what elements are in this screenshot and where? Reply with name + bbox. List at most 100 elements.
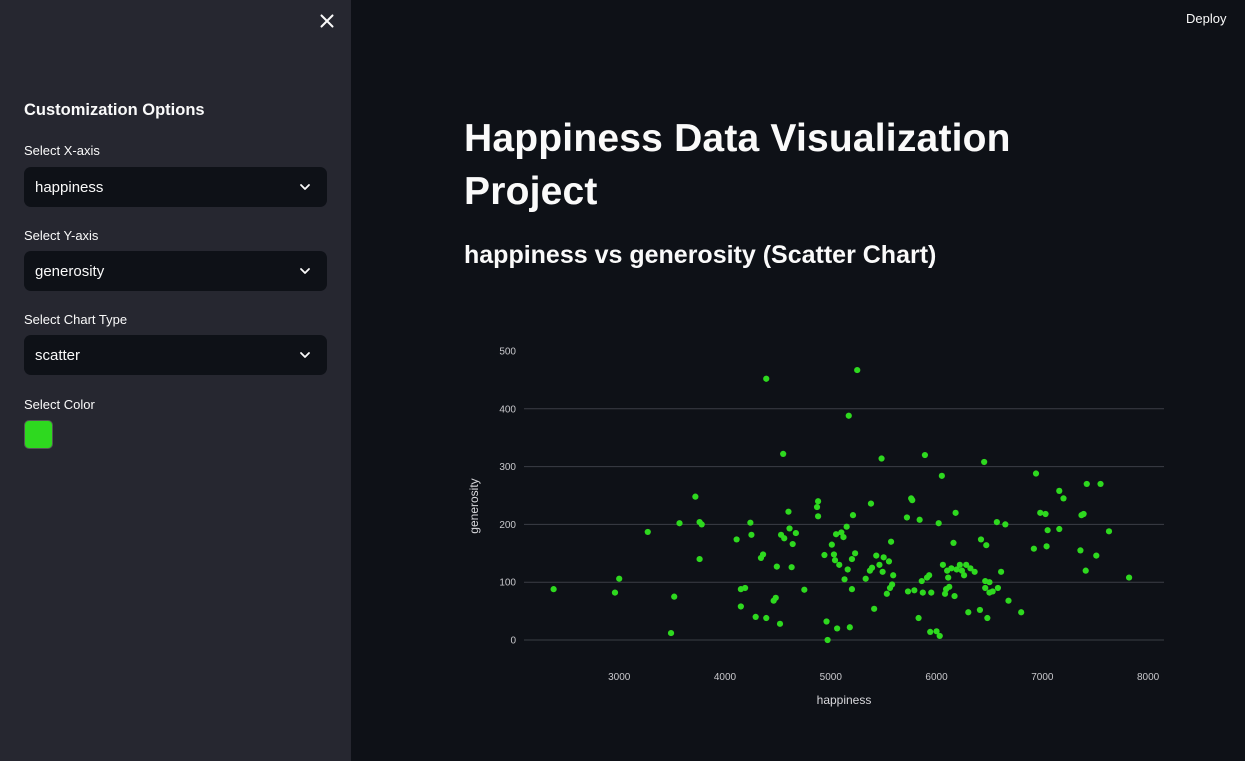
scatter-point[interactable] [789, 540, 796, 548]
scatter-point[interactable] [846, 624, 853, 631]
scatter-point[interactable] [763, 375, 770, 382]
scatter-point[interactable] [873, 552, 880, 559]
scatter-point[interactable] [1097, 480, 1104, 488]
scatter-point[interactable] [958, 567, 966, 574]
scatter-point[interactable] [904, 588, 912, 595]
scatter-point[interactable] [801, 586, 808, 593]
scatter-point[interactable] [878, 455, 885, 462]
scatter-point[interactable] [644, 528, 651, 536]
scatter-point[interactable] [880, 554, 887, 561]
scatter-point[interactable] [936, 632, 943, 640]
scatter-point[interactable] [1018, 609, 1025, 616]
scatter-point[interactable] [927, 628, 934, 636]
scatter-point[interactable] [926, 572, 933, 579]
chart-type-select[interactable]: scatter [24, 335, 327, 375]
scatter-point[interactable] [933, 628, 940, 635]
scatter-point[interactable] [776, 620, 784, 627]
scatter-point[interactable] [733, 536, 740, 543]
scatter-point[interactable] [838, 529, 845, 536]
scatter-point[interactable] [889, 581, 896, 588]
scatter-point[interactable] [928, 589, 935, 596]
scatter-point[interactable] [852, 550, 859, 557]
scatter-point[interactable] [823, 618, 830, 625]
scatter-point[interactable] [692, 493, 699, 500]
scatter-point[interactable] [814, 513, 822, 520]
scatter-chart[interactable]: 0 100 200 300 400 500 3000 4000 5000 6000 7000 800… [460, 330, 1170, 715]
scatter-point[interactable] [918, 577, 925, 585]
scatter-point[interactable] [843, 523, 850, 530]
scatter-point[interactable] [1043, 543, 1050, 550]
scatter-point[interactable] [885, 558, 893, 565]
deploy-button[interactable]: Deploy [1186, 11, 1227, 26]
scatter-point[interactable] [849, 512, 857, 519]
scatter-point[interactable] [946, 583, 953, 590]
scatter-point[interactable] [919, 589, 926, 596]
scatter-point[interactable] [813, 503, 821, 511]
scatter-point[interactable] [909, 497, 916, 504]
scatter-point[interactable] [1093, 552, 1100, 559]
scatter-point[interactable] [748, 531, 755, 538]
scatter-point[interactable] [967, 565, 974, 572]
scatter-point[interactable] [763, 614, 770, 622]
scatter-point[interactable] [1056, 525, 1063, 533]
scatter-point[interactable] [982, 584, 989, 592]
scatter-point[interactable] [935, 520, 942, 527]
scatter-point[interactable] [792, 529, 799, 537]
scatter-point[interactable] [883, 590, 890, 597]
scatter-point[interactable] [696, 518, 703, 526]
scatter-point[interactable] [986, 579, 993, 586]
scatter-point[interactable] [911, 587, 918, 594]
scatter-point[interactable] [868, 564, 876, 571]
scatter-point[interactable] [1080, 510, 1087, 518]
scatter-point[interactable] [1005, 597, 1012, 604]
scatter-point[interactable] [879, 568, 886, 575]
scatter-point[interactable] [831, 557, 839, 564]
scatter-point[interactable] [845, 412, 852, 419]
scatter-point[interactable] [984, 614, 991, 622]
scatter-point[interactable] [997, 568, 1005, 575]
scatter-point[interactable] [989, 588, 996, 595]
scatter-point[interactable] [786, 525, 793, 532]
scatter-point[interactable] [780, 450, 787, 457]
scatter-point[interactable] [965, 609, 972, 616]
scatter-point[interactable] [876, 561, 883, 568]
scatter-point[interactable] [915, 614, 922, 622]
scatter-point[interactable] [848, 586, 856, 593]
scatter-point[interactable] [773, 563, 780, 570]
scatter-point[interactable] [971, 568, 978, 575]
close-sidebar-icon[interactable] [316, 10, 338, 32]
scatter-point[interactable] [841, 576, 848, 583]
scatter-point[interactable] [611, 589, 619, 596]
scatter-point[interactable] [788, 564, 795, 571]
scatter-point[interactable] [696, 555, 703, 563]
scatter-point[interactable] [1060, 495, 1067, 502]
scatter-point[interactable] [941, 590, 949, 597]
scatter-point[interactable] [821, 551, 828, 559]
scatter-point[interactable] [814, 498, 822, 505]
scatter-point[interactable] [1105, 528, 1113, 535]
scatter-point[interactable] [1077, 547, 1084, 554]
scatter-point[interactable] [676, 520, 683, 527]
scatter-point[interactable] [1082, 567, 1089, 574]
scatter-point[interactable] [737, 603, 744, 610]
scatter-point[interactable] [983, 542, 990, 549]
scatter-point[interactable] [963, 561, 970, 568]
scatter-point[interactable] [916, 516, 923, 523]
scatter-point[interactable] [772, 594, 779, 601]
scatter-point[interactable] [956, 561, 963, 568]
scatter-point[interactable] [938, 472, 945, 479]
scatter-point[interactable] [945, 574, 952, 581]
scatter-point[interactable] [976, 606, 984, 614]
scatter-point[interactable] [953, 566, 960, 573]
scatter-point[interactable] [950, 539, 957, 546]
scatter-point[interactable] [616, 575, 623, 582]
scatter-point[interactable] [1044, 527, 1051, 534]
scatter-point[interactable] [667, 629, 675, 637]
scatter-point[interactable] [741, 584, 749, 592]
scatter-point[interactable] [785, 508, 792, 515]
scatter-point[interactable] [550, 586, 557, 593]
scatter-point[interactable] [828, 541, 835, 548]
scatter-point[interactable] [752, 613, 759, 620]
scatter-point[interactable] [993, 518, 1000, 526]
scatter-point[interactable] [951, 592, 958, 600]
